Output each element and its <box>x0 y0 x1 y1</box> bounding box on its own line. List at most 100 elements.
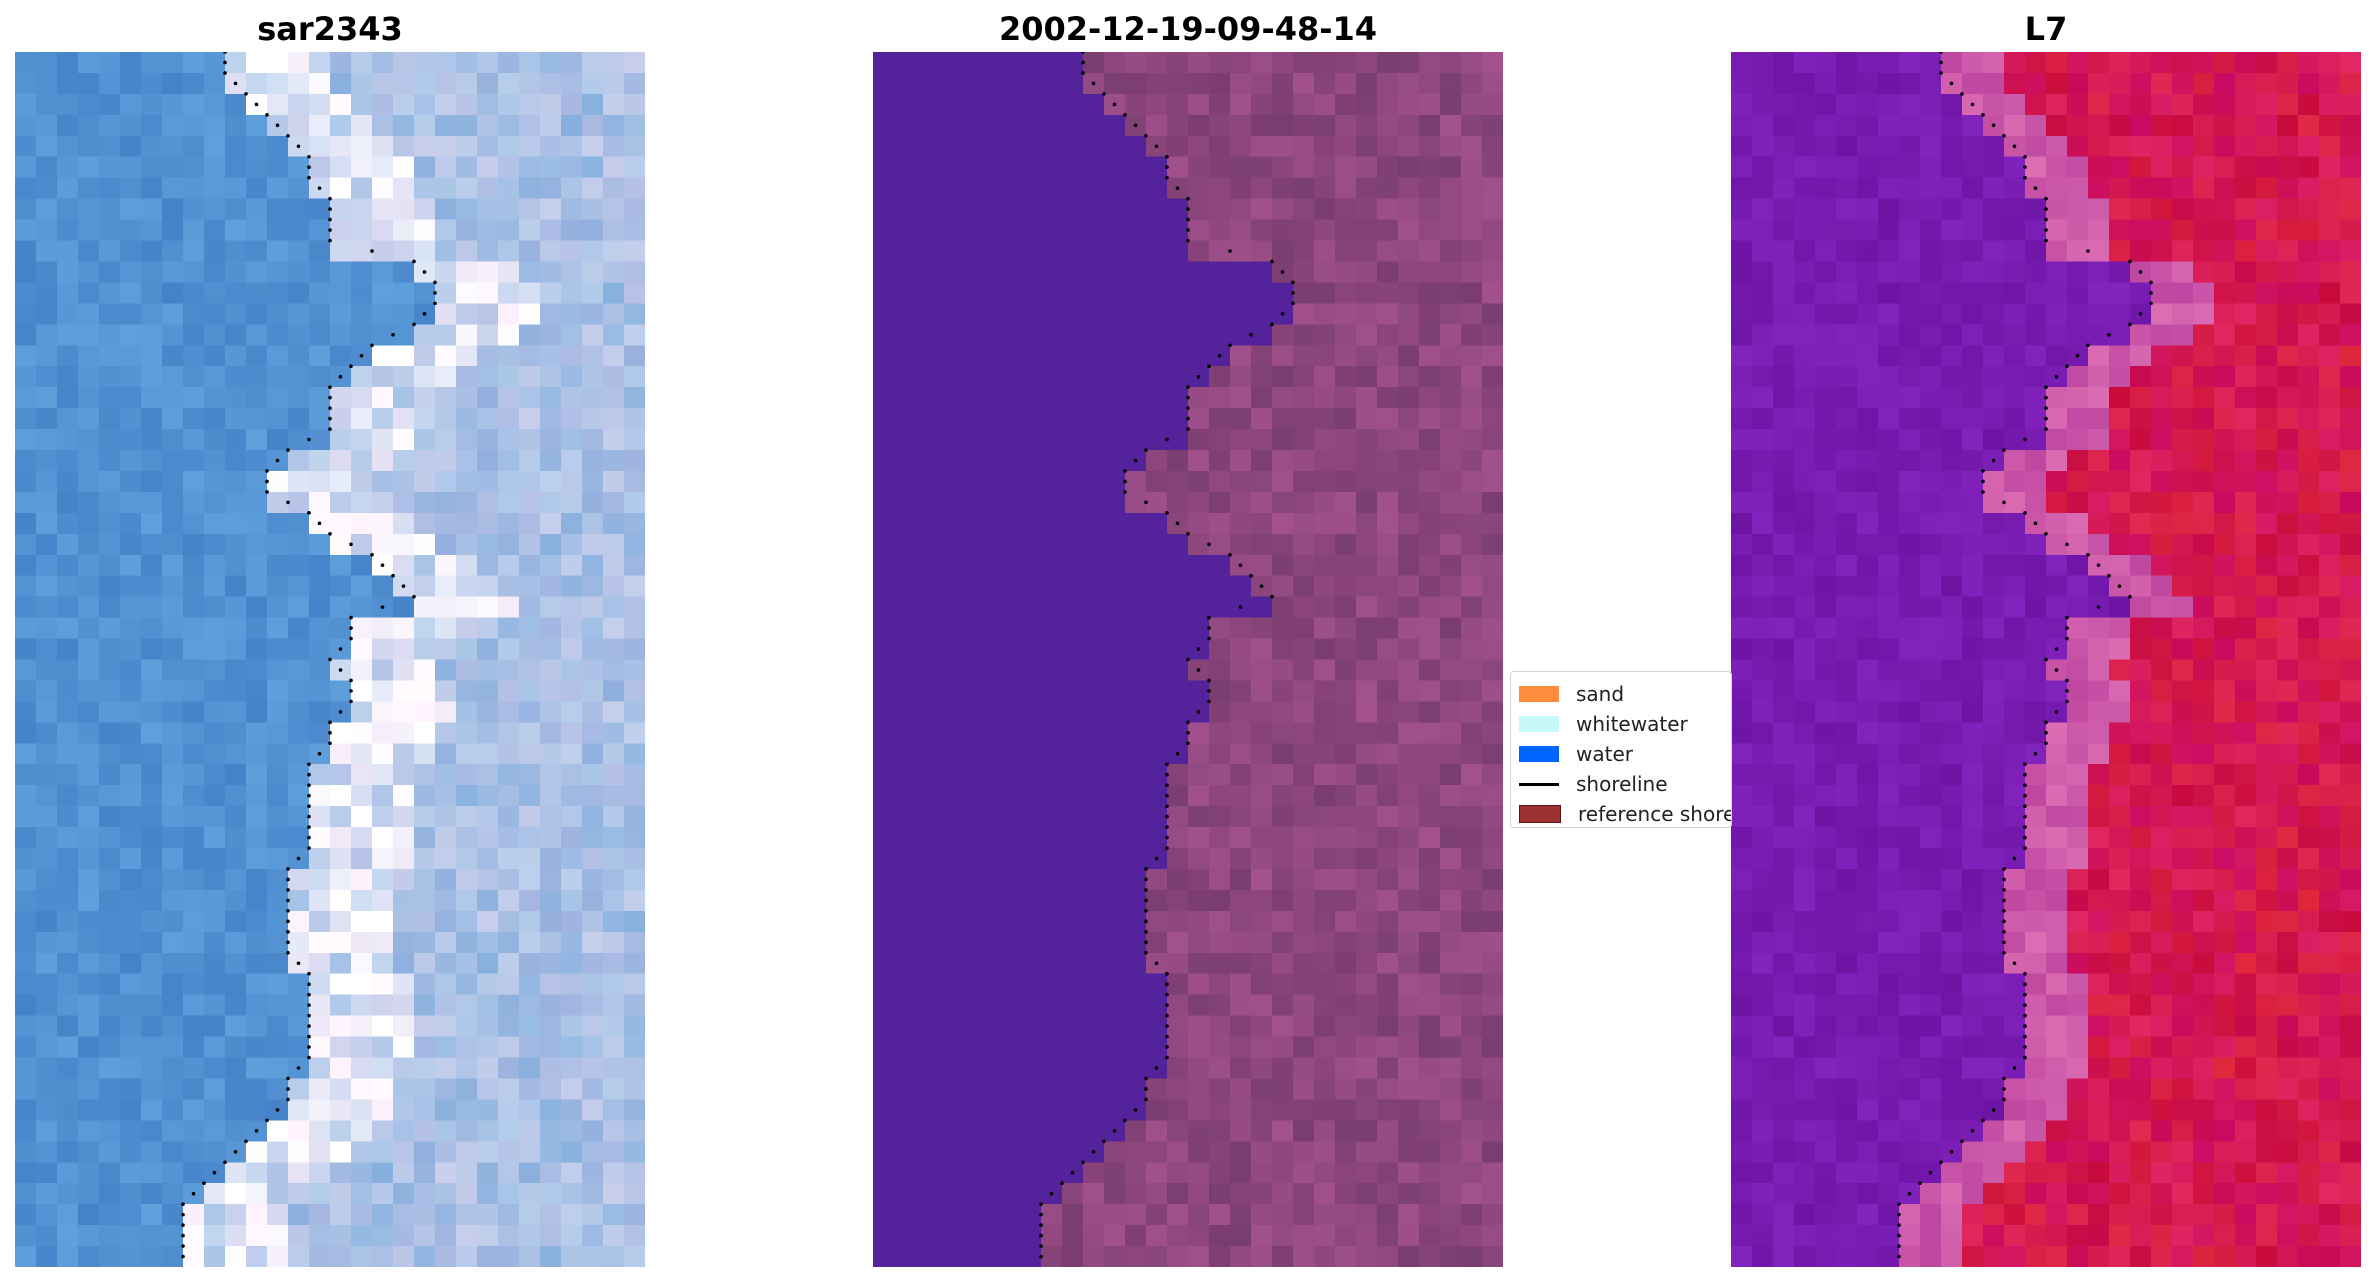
shoreline-dot <box>1186 741 1190 746</box>
shoreline-dot <box>275 458 280 463</box>
shoreline-dot <box>1939 1160 1943 1165</box>
shoreline-dot <box>2002 500 2006 505</box>
shoreline-dot <box>1228 249 1232 253</box>
shoreline-dot <box>1897 1212 1901 1217</box>
shoreline-dot <box>1123 1118 1127 1123</box>
shoreline-dot <box>296 856 301 861</box>
shoreline-dot <box>296 144 301 149</box>
shoreline-dot <box>1154 144 1159 149</box>
shoreline-dot <box>1270 322 1274 327</box>
shoreline-dot <box>2149 280 2153 285</box>
shoreline-dot <box>286 448 290 452</box>
legend-item-whitewater: whitewater <box>1519 710 1688 738</box>
shoreline-dot <box>2044 395 2048 400</box>
shoreline-dot <box>2023 165 2027 170</box>
shoreline-dot <box>1049 1191 1054 1196</box>
shoreline-dot <box>391 333 395 337</box>
shoreline-dot <box>328 395 332 400</box>
shoreline-dot <box>1165 154 1169 159</box>
shoreline-dot <box>307 835 311 840</box>
shoreline-dot <box>1186 217 1190 222</box>
shoreline-dot <box>2033 186 2038 190</box>
shoreline-dot <box>1144 1076 1148 1081</box>
shoreline-dot <box>349 699 353 704</box>
shoreline-dot <box>1165 783 1169 787</box>
shoreline-dot <box>2096 605 2101 609</box>
legend-swatch-sand <box>1519 686 1559 702</box>
shoreline-dot <box>1133 458 1138 463</box>
shoreline-dot <box>401 584 406 588</box>
shoreline-dot <box>223 71 227 75</box>
shoreline-dot <box>1991 123 1996 128</box>
shoreline-dot <box>338 374 343 379</box>
shoreline-dot <box>1981 490 1985 494</box>
shoreline-dot <box>202 1181 206 1186</box>
shoreline-dot <box>307 1034 311 1039</box>
shoreline-dot <box>1091 1149 1096 1154</box>
shoreline-dot <box>181 1202 185 1206</box>
shoreline-dot <box>1165 511 1169 515</box>
shoreline-dot <box>2002 867 2006 871</box>
shoreline-dot <box>1165 437 1169 442</box>
shoreline-dot <box>328 657 332 662</box>
shoreline-dot <box>307 165 311 170</box>
shoreline-dot <box>1091 81 1096 86</box>
shoreline-dot <box>2044 416 2048 421</box>
shoreline-dots-overlay <box>181 52 437 1259</box>
shoreline-dot <box>2044 427 2048 431</box>
shoreline-dot <box>2023 1003 2027 1007</box>
shoreline-dot <box>181 1254 185 1259</box>
shoreline-dot <box>1207 364 1211 369</box>
shoreline-dot <box>1144 500 1148 505</box>
shoreline-dot <box>2065 626 2069 630</box>
legend-swatch-water <box>1519 746 1559 762</box>
shoreline-dot <box>286 133 290 138</box>
shoreline-dot <box>349 542 353 547</box>
shoreline-dot <box>286 940 290 945</box>
shoreline-dot <box>233 1149 238 1154</box>
shoreline-dot <box>1144 448 1148 452</box>
shoreline-dot <box>1039 1254 1043 1259</box>
shoreline-dot <box>1165 793 1169 798</box>
shoreline-dot <box>338 710 343 714</box>
shoreline-dot <box>307 982 311 986</box>
shoreline-dot <box>370 552 374 557</box>
shoreline-dot <box>286 930 290 934</box>
shoreline-dot <box>2138 312 2143 316</box>
shoreline-dot <box>1102 92 1106 96</box>
shoreline-dot <box>1897 1223 1901 1227</box>
shoreline-dot <box>1144 898 1148 903</box>
shoreline-dot <box>317 521 322 526</box>
shoreline-dot <box>1186 657 1190 662</box>
shoreline-dot <box>2054 647 2059 651</box>
shoreline-dot <box>1196 668 1201 672</box>
shoreline-dot <box>307 1013 311 1018</box>
shoreline-dot <box>1165 825 1169 829</box>
shoreline-dot <box>1981 1118 1985 1123</box>
shoreline-dot <box>349 615 353 620</box>
panel-title-date: 2002-12-19-09-48-14 <box>998 10 1378 48</box>
shoreline-dot <box>1196 647 1201 651</box>
legend-item-sand: sand <box>1519 680 1624 708</box>
shoreline-dot <box>286 1087 290 1091</box>
shoreline-dot <box>307 971 311 976</box>
shoreline-dot <box>1291 291 1295 295</box>
shoreline-dot <box>1981 469 1985 473</box>
shoreline-dot <box>2002 448 2006 452</box>
shoreline-dot <box>1280 270 1285 274</box>
shoreline-dot <box>1081 71 1085 75</box>
shoreline-dot <box>275 123 280 128</box>
panel-title-rgb: sar2343 <box>257 10 403 48</box>
shoreline-dot <box>1165 992 1169 997</box>
shoreline-dot <box>1897 1244 1901 1248</box>
shoreline-dot <box>181 1223 185 1227</box>
shoreline-dot <box>1165 1045 1169 1049</box>
shoreline-dot <box>2117 584 2122 588</box>
legend-swatch-whitewater <box>1519 716 1559 732</box>
shoreline-dot <box>1165 1034 1169 1039</box>
shoreline-dot <box>328 416 332 421</box>
shoreline-dot <box>296 1066 301 1070</box>
shoreline-dot <box>2012 856 2017 861</box>
shoreline-dot <box>265 490 269 494</box>
shoreline-dot <box>244 92 248 96</box>
